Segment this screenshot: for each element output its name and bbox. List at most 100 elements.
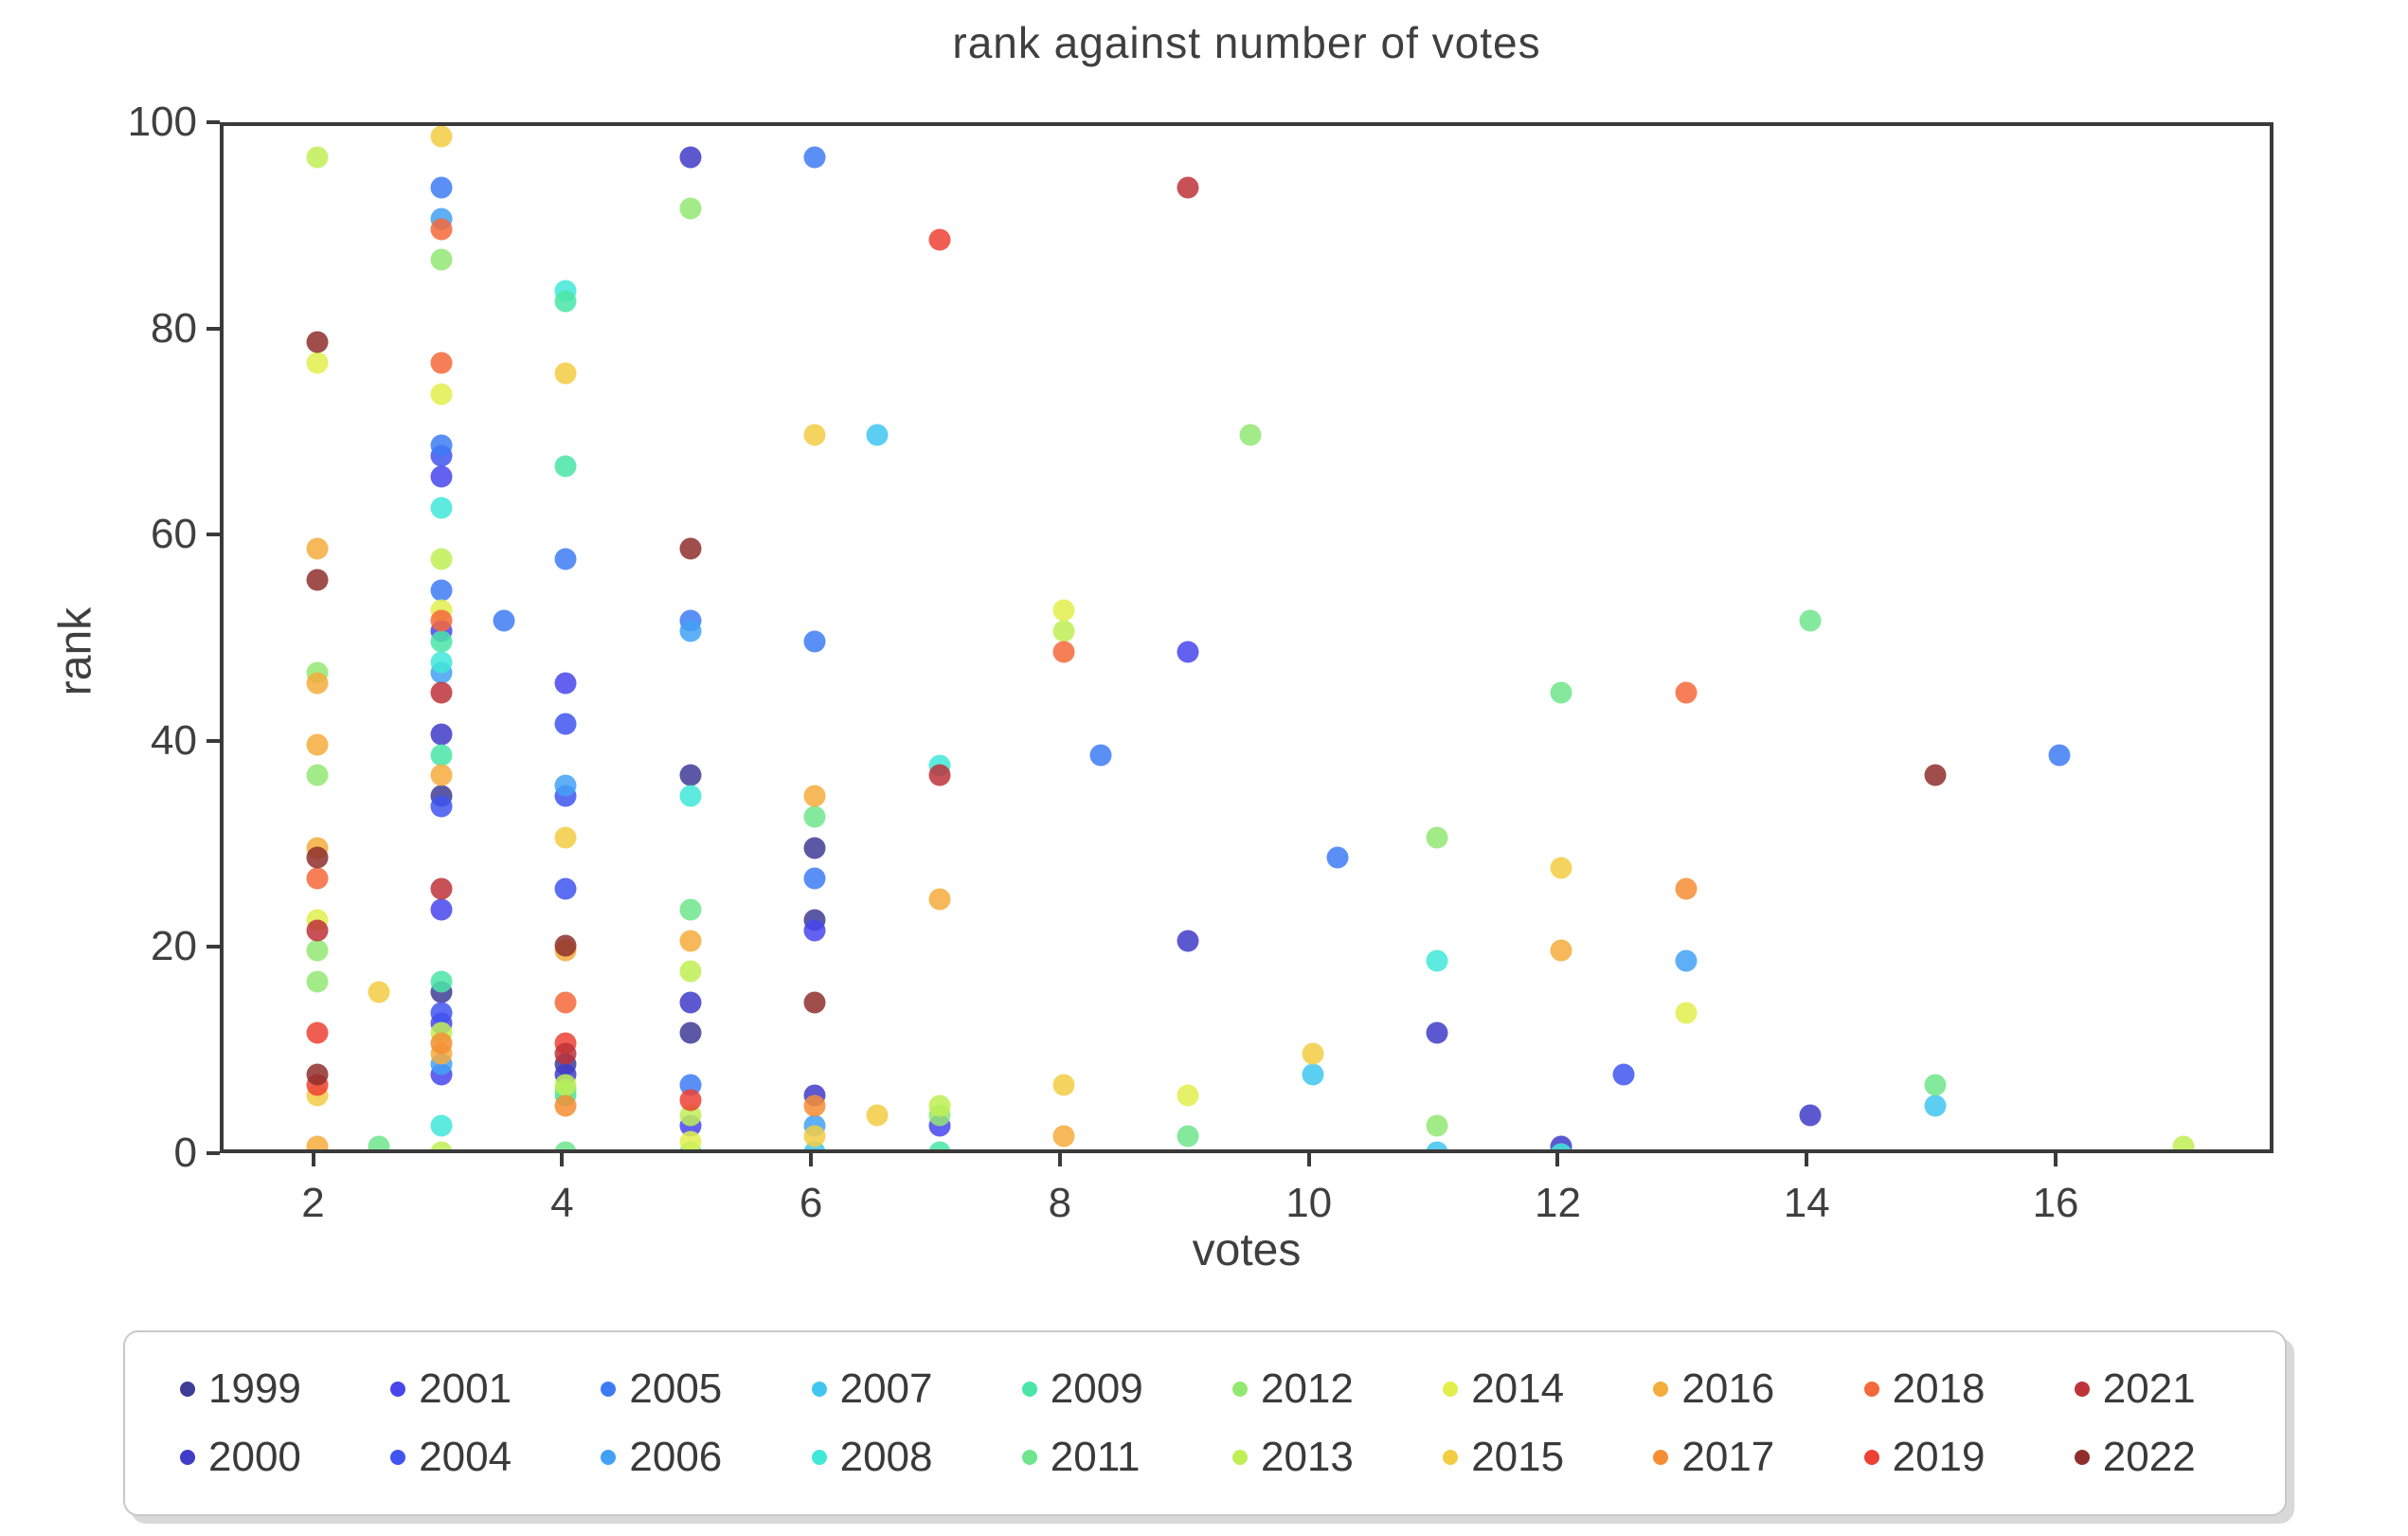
scatter-point-2021: [430, 877, 453, 900]
scatter-point-2012: [306, 764, 329, 786]
scatter-point-2013: [928, 1094, 950, 1117]
scatter-point-2021: [430, 681, 453, 704]
x-tick-label: 2: [301, 1180, 325, 1226]
scatter-point-2012: [306, 939, 329, 962]
legend-marker-icon: [1231, 1382, 1248, 1397]
scatter-point-2012: [679, 197, 702, 220]
scatter-point-2019: [679, 1089, 702, 1111]
y-tick-label: 0: [173, 1129, 197, 1176]
x-tick-mark: [809, 1153, 814, 1166]
legend-marker-icon: [180, 1382, 195, 1397]
scatter-point-2011: [1550, 681, 1572, 704]
legend-item-2013: 2013: [1231, 1434, 1443, 1481]
legend-item-2000: 2000: [180, 1434, 390, 1481]
scatter-point-2011: [1799, 609, 1822, 632]
scatter-point-2015: [1302, 1042, 1324, 1065]
legend-item-2008: 2008: [811, 1434, 1022, 1481]
scatter-point-2008: [430, 1114, 453, 1137]
y-tick-label: 100: [127, 99, 197, 145]
scatter-point-2009: [430, 744, 453, 767]
scatter-point-2011: [554, 1141, 577, 1149]
scatter-point-2013: [306, 146, 329, 169]
scatter-point-2016: [1550, 939, 1572, 962]
scatter-point-2005: [430, 176, 453, 199]
scatter-point-2007: [866, 424, 889, 446]
legend-label: 2013: [1260, 1434, 1354, 1480]
scatter-point-2005: [803, 867, 826, 890]
legend-item-2021: 2021: [2074, 1365, 2285, 1413]
legend-item-2019: 2019: [1863, 1434, 2075, 1481]
legend-label: 2005: [629, 1365, 723, 1412]
scatter-point-2017: [554, 1094, 577, 1117]
legend-item-2015: 2015: [1443, 1434, 1653, 1481]
legend-marker-icon: [601, 1450, 617, 1465]
scatter-point-2005: [1089, 744, 1112, 767]
y-tick-label: 60: [151, 511, 197, 558]
scatter-point-2000: [1426, 1021, 1448, 1044]
y-tick-mark: [207, 120, 220, 124]
legend-label: 2001: [419, 1365, 512, 1412]
legend-label: 2011: [1050, 1434, 1141, 1480]
scatter-point-2001: [430, 465, 453, 488]
scatter-point-2005: [2048, 744, 2071, 767]
legend-marker-icon: [1231, 1450, 1248, 1465]
scatter-point-2015: [1550, 857, 1572, 879]
scatter-point-2009: [928, 1141, 950, 1149]
legend-marker-icon: [601, 1382, 617, 1397]
y-tick-label: 80: [151, 304, 197, 352]
scatter-point-2005: [493, 609, 515, 632]
scatter-point-2015: [368, 981, 390, 1003]
scatter-point-2015: [866, 1104, 889, 1127]
scatter-point-2016: [306, 733, 329, 756]
scatter-point-2001: [803, 919, 826, 942]
scatter-point-2004: [554, 713, 577, 735]
scatter-point-2014: [1052, 599, 1075, 622]
scatter-point-2008: [679, 785, 702, 807]
legend-row-1: 1999 2001 2005 2007 2009 2012 2014 2016 2018 2021: [180, 1355, 2285, 1423]
legend-item-2001: 2001: [390, 1365, 601, 1413]
scatter-point-2019: [306, 1021, 329, 1044]
scatter-point-2011: [679, 898, 702, 921]
scatter-point-2000: [679, 146, 702, 169]
scatter-point-2000: [1177, 930, 1199, 952]
scatter-point-2012: [430, 248, 453, 271]
legend-item-2012: 2012: [1231, 1365, 1443, 1413]
scatter-point-2014: [1675, 1002, 1698, 1024]
scatter-point-2013: [1052, 620, 1075, 642]
legend-label: 2014: [1471, 1365, 1565, 1412]
legend-label: 1999: [208, 1365, 301, 1412]
legend-item-2009: 2009: [1021, 1365, 1232, 1413]
legend-marker-icon: [1653, 1382, 1669, 1397]
scatter-point-2015: [430, 126, 453, 148]
scatter-point-2022: [679, 537, 702, 560]
legend-marker-icon: [2074, 1450, 2090, 1465]
x-tick-label: 16: [2032, 1180, 2079, 1226]
x-tick-mark: [2054, 1153, 2058, 1166]
scatter-point-2016: [306, 1135, 329, 1149]
scatter-point-2014: [306, 352, 329, 374]
legend-item-1999: 1999: [180, 1365, 390, 1413]
scatter-point-2006: [679, 620, 702, 642]
scatter-point-2017: [430, 1032, 453, 1055]
x-tick-mark: [1057, 1153, 1062, 1166]
scatter-point-2016: [803, 785, 826, 807]
legend-label: 2017: [1681, 1434, 1775, 1480]
legend-label: 2009: [1050, 1365, 1143, 1412]
scatter-point-1999: [679, 1021, 702, 1044]
legend-label: 2015: [1471, 1434, 1565, 1480]
legend-label: 2022: [2102, 1434, 2196, 1480]
scatter-point-2008: [430, 497, 453, 519]
scatter-point-2022: [803, 991, 826, 1014]
legend-marker-icon: [1863, 1450, 1879, 1465]
legend-label: 2016: [1681, 1365, 1775, 1412]
scatter-point-2022: [306, 846, 329, 869]
scatter-point-1999: [679, 764, 702, 786]
scatter-point-2013: [679, 1104, 702, 1127]
legend-item-2005: 2005: [601, 1365, 811, 1413]
scatter-point-2004: [430, 1002, 453, 1024]
scatter-point-2018: [430, 218, 453, 241]
scatter-point-2004: [554, 877, 577, 900]
scatter-point-2016: [306, 672, 329, 695]
scatter-point-2013: [679, 960, 702, 983]
